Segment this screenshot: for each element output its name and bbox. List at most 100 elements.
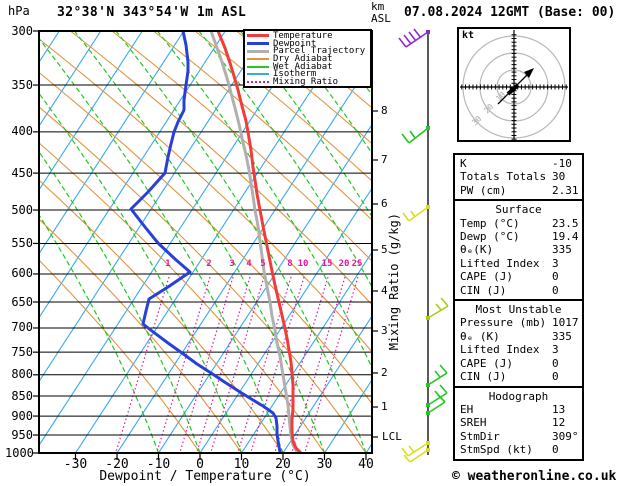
indices-row-label: EH xyxy=(460,402,474,416)
indices-row-value: 30 xyxy=(552,170,566,184)
pressure-tick-label: 500 xyxy=(11,202,33,217)
indices-row-value: 335 xyxy=(552,329,572,343)
plot-border xyxy=(38,30,373,454)
indices-row-label: PW (cm) xyxy=(460,183,507,197)
altitude-axis-unit: km ASL xyxy=(371,1,391,25)
indices-row-label: Dewp (°C) xyxy=(460,230,520,244)
temperature-tick-label: -10 xyxy=(146,457,171,472)
mixing-ratio-label: 8 xyxy=(287,259,293,269)
indices-row-label: SREH xyxy=(460,416,487,430)
x-axis-title: Dewpoint / Temperature (°C) xyxy=(99,469,311,484)
legend-item: Wet Adiabat xyxy=(247,62,368,71)
indices-row: CIN (J) 0 xyxy=(455,370,582,383)
background-grid xyxy=(39,31,372,453)
pressure-axis-unit: hPa xyxy=(8,4,30,18)
altitude-tick-label: 8 xyxy=(381,104,388,117)
temperature-tick-label: 0 xyxy=(196,457,204,472)
indices-row-value: 3 xyxy=(552,343,559,357)
legend-line-sample xyxy=(247,49,269,53)
indices-row-value: 0 xyxy=(552,270,559,284)
hodograph-arrow-head xyxy=(524,68,534,78)
legend-line-sample xyxy=(247,73,269,76)
pressure-tick-label: 550 xyxy=(11,235,33,250)
indices-row: StmDir 309° xyxy=(455,430,582,443)
indices-row-label: StmSpd (kt) xyxy=(460,443,533,457)
legend-item-label: Dewpoint xyxy=(273,38,317,49)
legend-item-label: Temperature xyxy=(273,30,333,41)
indices-row: K -10 xyxy=(455,157,582,170)
pressure-tick-label: 650 xyxy=(11,294,33,309)
altitude-unit-km: km xyxy=(371,0,385,13)
pressure-tick-label: 400 xyxy=(11,124,33,139)
pressure-tick-label: 350 xyxy=(11,77,33,92)
indices-row: PW (cm) 2.31 xyxy=(455,184,582,197)
mixing-ratio-line xyxy=(274,276,329,453)
mixing-ratio-label: 5 xyxy=(260,259,266,269)
dewpoint-curve xyxy=(129,31,282,453)
indices-row-label: Temp (°C) xyxy=(460,216,520,230)
indices-box-title: Hodograph xyxy=(488,389,549,403)
pressure-tick-label: 950 xyxy=(11,427,33,442)
indices-row: EH 13 xyxy=(455,403,582,416)
pressure-tick-label: 900 xyxy=(11,408,33,423)
indices-row-value: 19.4 xyxy=(552,230,579,244)
mixing-ratio-label: 2 xyxy=(206,259,212,269)
pressure-tick-label: 700 xyxy=(11,320,33,335)
pressure-tick-label: 600 xyxy=(11,266,33,281)
legend-item-label: Parcel Trajectory xyxy=(273,46,366,57)
indices-row-label: Lifted Index xyxy=(460,256,540,270)
altitude-tick-label: 4 xyxy=(381,284,388,297)
altitude-tick-label: 1 xyxy=(381,400,388,413)
mixing-ratio-line xyxy=(304,276,359,453)
indices-row-value: 12 xyxy=(552,416,566,430)
wind-barb xyxy=(426,384,448,407)
wind-barb xyxy=(401,441,430,457)
legend-item: Dry Adiabat xyxy=(247,53,368,64)
mixing-ratio-label: 1 xyxy=(165,259,171,269)
mixing-ratio-line xyxy=(250,276,305,453)
indices-row-label: Totals Totals xyxy=(460,170,547,184)
mixing-ratio-line xyxy=(196,276,251,453)
wind-barb xyxy=(402,205,430,222)
indices-row: CIN (J) 0 xyxy=(455,284,582,297)
wind-barb xyxy=(426,394,446,415)
indices-row: Totals Totals 30 xyxy=(455,170,582,183)
indices-box-surface: Surface Temp (°C) 23.5 Dewp (°C) 19.4 θₑ(K) 33… xyxy=(453,199,584,302)
indices-row: CAPE (J) 0 xyxy=(455,270,582,283)
altitude-tick-label: 3 xyxy=(381,324,388,337)
indices-box-most-unstable: Most Unstable Pressure (mb) 1017 θₑ (K) 335 L… xyxy=(453,299,584,388)
altitude-tick-label: 7 xyxy=(381,153,388,166)
legend-item-label: Dry Adiabat xyxy=(273,53,333,64)
legend-item: Mixing Ratio xyxy=(247,76,368,87)
altitude-tick-label: 5 xyxy=(381,243,388,256)
altitude-tick-label: 2 xyxy=(381,366,388,379)
mixing-ratio-label: 10 xyxy=(297,259,309,269)
temperature-tick-label: -20 xyxy=(105,457,129,472)
legend: Temperature Dewpoint Parcel Trajectory Dry … xyxy=(243,29,372,88)
pressure-tick-label: 1000 xyxy=(5,445,34,460)
page-title: 32°38'N 343°54'W 1m ASL xyxy=(57,5,247,20)
wind-barb xyxy=(401,126,430,144)
pressure-tick-label: 800 xyxy=(11,367,33,382)
legend-item: Isotherm xyxy=(247,70,368,79)
indices-row-label: Pressure (mb) xyxy=(460,316,547,330)
mixing-ratio-line xyxy=(156,276,211,453)
pressure-tick-label: 300 xyxy=(11,23,33,38)
indices-row-label: CIN (J) xyxy=(460,283,507,297)
indices-row: StmSpd (kt) 0 xyxy=(455,443,582,456)
mixing-ratio-line xyxy=(237,276,292,453)
indices-row: Lifted Index 3 xyxy=(455,343,582,356)
indices-row-value: 1017 xyxy=(552,316,579,330)
indices-row-label: θₑ(K) xyxy=(460,243,494,257)
indices-row: θₑ(K) 335 xyxy=(455,243,582,256)
mixing-ratio-label: 4 xyxy=(246,259,252,269)
indices-box-title: Most Unstable xyxy=(475,303,562,317)
legend-item: Parcel Trajectory xyxy=(247,46,368,57)
datetime-label: 07.08.2024 12GMT (Base: 00) xyxy=(404,5,616,20)
indices-row-value: 23.5 xyxy=(552,216,579,230)
indices-row-value: 3 xyxy=(552,256,559,270)
legend-item-label: Mixing Ratio xyxy=(273,76,339,87)
